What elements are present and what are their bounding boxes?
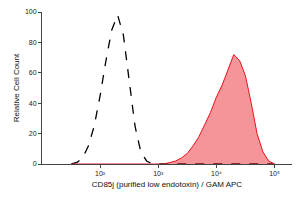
svg-text:60: 60	[29, 69, 37, 76]
svg-text:0: 0	[33, 160, 37, 167]
svg-text:80: 80	[29, 39, 37, 46]
svg-text:CD85j (purified low endotoxin): CD85j (purified low endotoxin) / GAM APC	[92, 180, 243, 189]
svg-text:Relative Cell Count: Relative Cell Count	[12, 53, 21, 122]
svg-text:10³: 10³	[153, 170, 164, 177]
svg-text:40: 40	[29, 100, 37, 107]
svg-text:10²: 10²	[95, 170, 106, 177]
svg-text:100: 100	[25, 8, 37, 15]
svg-text:20: 20	[29, 130, 37, 137]
svg-text:10⁵: 10⁵	[269, 170, 280, 177]
svg-text:10⁴: 10⁴	[211, 170, 222, 177]
